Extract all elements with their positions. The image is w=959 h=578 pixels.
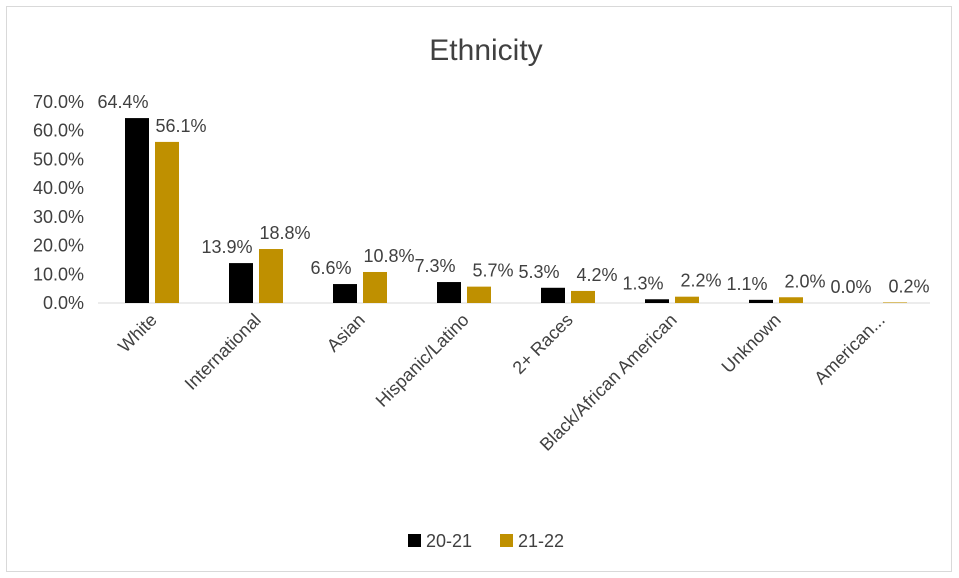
bar: [229, 263, 253, 303]
bar: [155, 141, 179, 303]
y-tick-label: 0.0%: [43, 293, 84, 313]
data-label: 1.1%: [726, 274, 767, 294]
bar: [259, 249, 283, 303]
data-label: 5.7%: [472, 261, 513, 281]
category-label: International: [181, 310, 265, 394]
bars: [125, 118, 907, 303]
data-label: 0.0%: [830, 277, 871, 297]
category-label: Unknown: [718, 310, 785, 377]
legend-label: 21-22: [518, 531, 564, 551]
data-label: 2.0%: [784, 271, 825, 291]
bar: [645, 299, 669, 303]
data-label: 13.9%: [201, 237, 252, 257]
data-label: 10.8%: [363, 246, 414, 266]
bar: [883, 302, 907, 303]
legend: 20-21 21-22: [408, 531, 564, 551]
y-tick-label: 10.0%: [33, 264, 84, 284]
data-label: 64.4%: [97, 92, 148, 112]
legend-label: 20-21: [426, 531, 472, 551]
category-label: White: [114, 310, 161, 357]
y-tick-label: 30.0%: [33, 207, 84, 227]
data-label: 56.1%: [155, 116, 206, 136]
y-tick-label: 70.0%: [33, 92, 84, 112]
bar: [779, 297, 803, 303]
bar: [571, 290, 595, 303]
data-label: 5.3%: [518, 262, 559, 282]
category-label: 2+ Races: [509, 310, 577, 378]
bar: [749, 299, 773, 303]
data-label: 4.2%: [576, 265, 617, 285]
data-label: 18.8%: [259, 223, 310, 243]
bar: [125, 118, 149, 303]
y-tick-label: 60.0%: [33, 121, 84, 141]
category-label: Hispanic/Latino: [372, 310, 473, 411]
y-tick-label: 20.0%: [33, 236, 84, 256]
data-label: 2.2%: [680, 271, 721, 291]
bar: [333, 284, 357, 303]
x-axis-categories: White International Asian Hispanic/Latino 2+…: [114, 310, 889, 455]
data-label: 6.6%: [310, 258, 351, 278]
data-label: 1.3%: [622, 273, 663, 293]
bar: [675, 296, 699, 303]
legend-swatch: [500, 534, 513, 547]
chart-title: Ethnicity: [429, 34, 542, 67]
bar: [437, 282, 461, 303]
data-label: 7.3%: [414, 256, 455, 276]
bar: [467, 286, 491, 303]
bar: [541, 287, 565, 303]
y-tick-label: 50.0%: [33, 149, 84, 169]
bar: [363, 271, 387, 303]
data-label: 0.2%: [888, 276, 929, 296]
data-labels: 64.4% 56.1% 13.9% 18.8%6.6% 10.8%7.3% 5.7% 5.3…: [97, 92, 929, 297]
legend-swatch: [408, 534, 421, 547]
category-label: Asian: [323, 310, 369, 356]
y-tick-label: 40.0%: [33, 178, 84, 198]
category-label: American...: [810, 310, 889, 389]
y-axis-ticks: 0.0% 10.0% 20.0% 30.0% 40.0% 50.0% 60.0% 70.0%: [33, 92, 84, 313]
